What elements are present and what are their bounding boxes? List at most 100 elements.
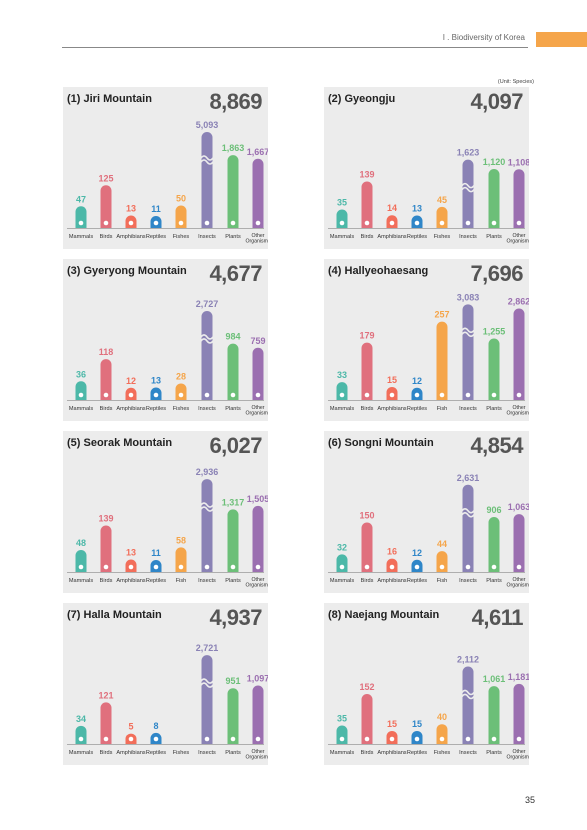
category-label-birds: Birds [100, 406, 113, 412]
category-label-other-organisms: OtherOrganisms [506, 577, 529, 589]
bar-dot-reptiles [153, 220, 159, 226]
category-label-other-organisms: OtherOrganisms [506, 233, 529, 245]
category-label-plants: Plants [225, 578, 241, 584]
bar-chart: 33 Mammals 179 Birds 15 Amphibians 12 Reptiles 2… [328, 292, 529, 417]
value-label-other-organisms: 2,862 [508, 296, 529, 306]
bar-dot-reptiles [153, 564, 159, 570]
chart-total: 4,611 [471, 605, 524, 630]
value-label-amphibians: 13 [126, 547, 136, 557]
value-label-reptiles: 11 [151, 548, 161, 558]
category-label-fishes: Fishes [434, 750, 451, 756]
bar-dot-birds [103, 736, 109, 742]
category-label-plants: Plants [486, 406, 502, 412]
chart-panel-hallyeohaesang: 33 Mammals 179 Birds 15 Amphibians 12 Reptiles 2… [324, 259, 529, 421]
category-label-amphibians: Amphibians [377, 234, 406, 240]
category-label-mammals: Mammals [69, 750, 93, 756]
chart-panel-songni: 32 Mammals 150 Birds 16 Amphibians 12 Reptiles 4… [324, 431, 529, 593]
bar-dot-other-organisms [516, 220, 522, 226]
bar-dot-plants [491, 220, 497, 226]
category-label-reptiles: Reptiles [146, 234, 166, 240]
scale-break-icon [200, 678, 214, 688]
bar-dot-fishes [178, 220, 184, 226]
bar-plants [227, 155, 239, 228]
bar-dot-amphibians [128, 392, 134, 398]
value-label-reptiles: 12 [412, 548, 422, 558]
chart-title: (7) Halla Mountain [67, 609, 162, 621]
category-label-mammals: Mammals [330, 234, 354, 240]
bar-dot-other-organisms [255, 392, 261, 398]
bar-chart: 48 Mammals 139 Birds 13 Amphibians 11 Reptiles 5… [67, 467, 268, 589]
bar-dot-fishes [439, 220, 445, 226]
value-label-plants: 951 [225, 676, 240, 686]
bar-dot-insects [204, 736, 210, 742]
bar-dot-birds [364, 220, 370, 226]
category-label-other-organisms: OtherOrganisms [245, 577, 268, 589]
bar-dot-birds [103, 220, 109, 226]
chart-panel-halla: 34 Mammals 121 Birds 5 Amphibians 8 Reptiles Fis… [63, 603, 268, 765]
bar-dot-mammals [78, 736, 84, 742]
bar-dot-amphibians [128, 736, 134, 742]
chart-title: (5) Seorak Mountain [67, 437, 173, 449]
chart-total: 6,027 [209, 433, 262, 458]
value-label-mammals: 34 [76, 714, 86, 724]
chart-title: (3) Gyeryong Mountain [67, 265, 187, 277]
bar-dot-birds [364, 564, 370, 570]
bar-dot-mammals [78, 564, 84, 570]
bar-other-organisms [252, 347, 264, 400]
bar-plants [488, 517, 500, 572]
bar-other-organisms [252, 685, 264, 744]
bar-chart: 32 Mammals 150 Birds 16 Amphibians 12 Reptiles 4… [328, 473, 529, 589]
chart-total: 7,696 [470, 261, 523, 286]
category-label-birds: Birds [361, 578, 374, 584]
value-label-amphibians: 15 [387, 719, 397, 729]
category-label-birds: Birds [361, 406, 374, 412]
bar-dot-reptiles [153, 392, 159, 398]
bar-birds [100, 702, 112, 744]
bar-plants [488, 686, 500, 744]
value-label-birds: 152 [359, 682, 374, 692]
bar-chart: 35 Mammals 152 Birds 15 Amphibians 15 Reptiles 4… [328, 654, 529, 761]
category-label-reptiles: Reptiles [146, 750, 166, 756]
bar-dot-reptiles [414, 564, 420, 570]
chart-title: (1) Jiri Mountain [67, 93, 152, 105]
bar-plants [227, 343, 239, 400]
value-label-fishes: 50 [176, 194, 186, 204]
category-label-fish: Fish [176, 578, 187, 584]
value-label-plants: 906 [486, 505, 501, 515]
chart-total: 4,937 [209, 605, 262, 630]
category-label-amphibians: Amphibians [116, 406, 145, 412]
category-label-plants: Plants [225, 406, 241, 412]
category-label-other-organisms: OtherOrganisms [245, 233, 268, 245]
value-label-insects: 2,112 [457, 654, 479, 664]
bar-birds [361, 522, 373, 572]
category-label-amphibians: Amphibians [116, 234, 145, 240]
category-label-other-organisms: OtherOrganisms [506, 749, 529, 761]
category-label-plants: Plants [486, 578, 502, 584]
bar-dot-amphibians [128, 220, 134, 226]
bar-insects [201, 655, 213, 744]
value-label-other-organisms: 1,097 [247, 673, 268, 683]
bar-birds [100, 359, 112, 400]
bar-dot-fishes [178, 392, 184, 398]
scale-break-icon [200, 334, 214, 344]
value-label-plants: 1,863 [222, 143, 245, 153]
value-label-birds: 139 [98, 513, 113, 523]
bar-plants [227, 509, 239, 572]
category-label-birds: Birds [100, 234, 113, 240]
bar-dot-plants [230, 392, 236, 398]
category-label-reptiles: Reptiles [407, 750, 427, 756]
header-rule [62, 47, 528, 48]
value-label-insects: 3,083 [457, 292, 480, 302]
value-label-fish: 44 [437, 539, 447, 549]
chart-title: (6) Songni Mountain [328, 437, 434, 449]
value-label-plants: 1,120 [483, 157, 506, 167]
category-label-fishes: Fishes [173, 234, 190, 240]
bar-other-organisms [252, 158, 264, 228]
value-label-mammals: 48 [76, 538, 86, 548]
category-label-insects: Insects [459, 406, 477, 412]
category-label-mammals: Mammals [69, 406, 93, 412]
bar-dot-other-organisms [516, 564, 522, 570]
category-label-other-organisms: OtherOrganisms [245, 405, 268, 417]
value-label-reptiles: 13 [412, 203, 422, 213]
bar-dot-insects [465, 564, 471, 570]
